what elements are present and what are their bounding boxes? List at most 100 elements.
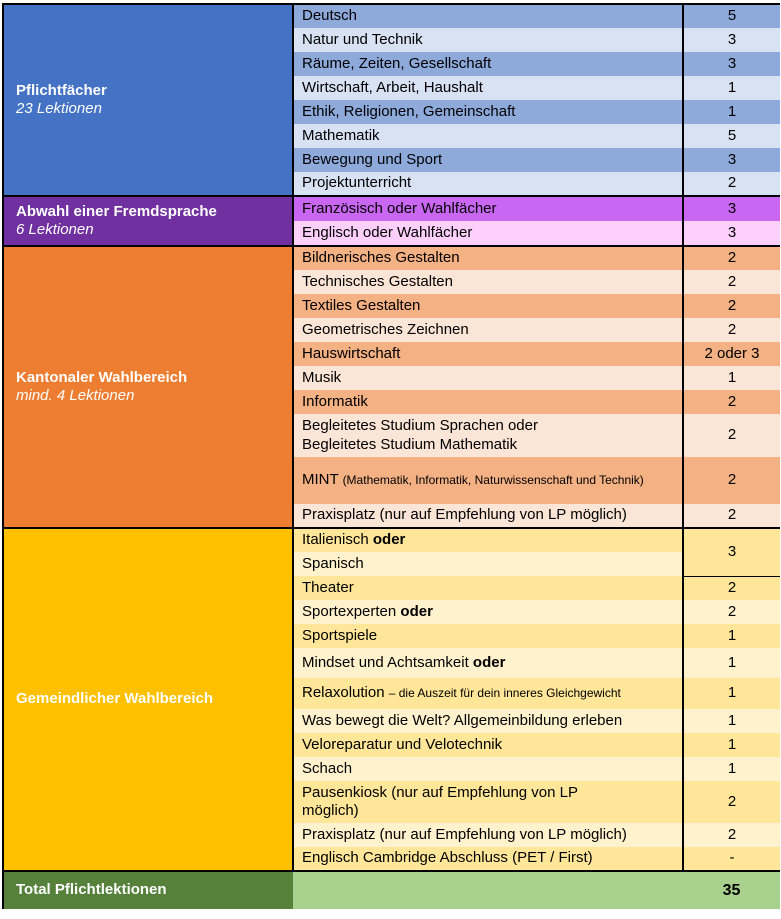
total-row: Total Pflichtlektionen 35 [3,870,780,909]
value-cell: 2 [682,504,780,528]
subject-label: Räume, Zeiten, Gesellschaft [302,54,492,72]
category-gemeindlicher-wahlbereich: Gemeindlicher Wahlbereich [3,527,293,871]
value-cell: 3 [682,52,780,76]
table-row: Spanisch [3,552,780,576]
value-cell: 2 [682,781,780,823]
subject-label: Spanisch [302,554,364,572]
table-row: Ethik, Religionen, Gemeinschaft 1 [3,100,780,124]
subject-label: Mindset und Achtsamkeit [302,653,473,671]
value-cell: 3 [682,28,780,52]
subject-label: Sportspiele [302,626,378,644]
subject-cell: Ethik, Religionen, Gemeinschaft [292,100,683,124]
table-row: Geometrisches Zeichnen 2 [3,318,780,342]
total-label: Total Pflichtlektionen [16,881,167,899]
subject-cell: Französisch oder Wahlfächer [292,195,683,221]
table-row: Räume, Zeiten, Gesellschaft 3 [3,52,780,76]
value-cell: 3 [682,527,780,577]
table-row: Hauswirtschaft 2 oder 3 [3,342,780,366]
subject-cell: Pausenkiosk (nur auf Empfehlung von LP m… [292,781,683,823]
table-row: Relaxolution – die Auszeit für dein inne… [3,678,780,709]
value-cell: 2 [682,318,780,342]
subject-label: Mathematik [302,126,380,144]
subject-label: MINT [302,471,343,489]
value-cell: 2 [682,457,780,504]
table-row: MINT (Mathematik, Informatik, Naturwisse… [3,457,780,504]
subject-cell: Praxisplatz (nur auf Empfehlung von LP m… [292,823,683,847]
table-row: Bewegung und Sport 3 [3,148,780,172]
subject-label: Praxisplatz (nur auf Empfehlung von LP m… [302,825,627,843]
table-row: Musik 1 [3,366,780,390]
subject-cell: Informatik [292,390,683,414]
subject-label: Deutsch [302,7,358,25]
value-cell: 1 [682,624,780,648]
subject-label-bold: oder [372,531,406,549]
subject-cell: Technisches Gestalten [292,270,683,294]
subject-label: Hauswirtschaft [302,344,401,362]
subject-cell: Wirtschaft, Arbeit, Haushalt [292,76,683,100]
subject-cell: Mathematik [292,124,683,148]
subject-label: Veloreparatur und Velotechnik [302,735,503,753]
category-subtitle: mind. 4 Lektionen [16,387,135,404]
table-row: Natur und Technik 3 [3,28,780,52]
table-row: Textiles Gestalten 2 [3,294,780,318]
value-cell: 2 [682,390,780,414]
subject-cell: Bildnerisches Gestalten [292,245,683,270]
subject-label: Wirtschaft, Arbeit, Haushalt [302,78,483,96]
subject-label: Italienisch [302,531,373,549]
category-abwahl-fremdsprache: Abwahl einer Fremdsprache 6 Lektionen [3,195,293,246]
table-row: Abwahl einer Fremdsprache 6 Lektionen Fr… [3,195,780,246]
value-cell: 2 [682,294,780,318]
subject-cell: Sportspiele [292,624,683,648]
value-cell: 1 [682,100,780,124]
subject-label: Relaxolution [302,684,389,702]
subject-cell: Italienisch oder [292,527,683,552]
subject-label: Theater [302,578,354,596]
subject-label: Projektunterricht [302,174,412,192]
subject-cell: Spanisch [292,552,683,576]
value-cell: 5 [682,4,780,28]
subject-cell: Begleitetes Studium Sprachen oder Beglei… [292,414,683,457]
table-row: Gemeindlicher Wahlbereich Italienisch od… [3,527,780,871]
value-cell: 1 [682,709,780,733]
table-row: Pausenkiosk (nur auf Empfehlung von LP m… [3,781,780,823]
subject-label: Technisches Gestalten [302,272,453,290]
subject-label: Praxisplatz (nur auf Empfehlung von LP m… [302,506,627,524]
curriculum-table: Pflichtfächer 23 Lektionen Deutsch 5 Nat… [2,3,780,909]
subject-label-bold: oder [472,653,506,671]
subject-label-small: – die Auszeit für dein inneres Gleichgew… [388,686,621,701]
subject-cell: Praxisplatz (nur auf Empfehlung von LP m… [292,504,683,528]
subject-cell: Mindset und Achtsamkeit oder [292,648,683,678]
value-cell: 3 [682,221,780,246]
subject-cell: Deutsch [292,4,683,28]
value-cell: - [682,847,780,871]
category-subtitle: 23 Lektionen [16,100,102,117]
subject-label: Schach [302,759,353,777]
value-cell: 1 [682,366,780,390]
value-cell: 3 [682,148,780,172]
subject-label: Musik [302,368,342,386]
subject-cell: Hauswirtschaft [292,342,683,366]
value-cell: 2 oder 3 [682,342,780,366]
value-cell: 2 [682,245,780,270]
subject-label: Bildnerisches Gestalten [302,249,460,267]
table-row: Wirtschaft, Arbeit, Haushalt 1 [3,76,780,100]
subject-cell: Veloreparatur und Velotechnik [292,733,683,757]
table-row: Theater 2 [3,576,780,600]
table-row: Sportexperten oder 2 [3,600,780,624]
subject-label: Textiles Gestalten [302,296,421,314]
subject-cell: Textiles Gestalten [292,294,683,318]
category-subtitle: 6 Lektionen [16,221,94,238]
table-row: Mathematik 5 [3,124,780,148]
subject-cell: Relaxolution – die Auszeit für dein inne… [292,678,683,709]
total-spacer [293,870,683,909]
value-cell: 1 [682,76,780,100]
subject-cell: Sportexperten oder [292,600,683,624]
table-row: Pflichtfächer 23 Lektionen Deutsch 5 [3,4,780,196]
value-cell: 1 [682,648,780,678]
value-cell: 5 [682,124,780,148]
value-cell: 1 [682,757,780,781]
subject-cell: Schach [292,757,683,781]
subject-label: Bewegung und Sport [302,150,443,168]
value-cell: 2 [682,600,780,624]
